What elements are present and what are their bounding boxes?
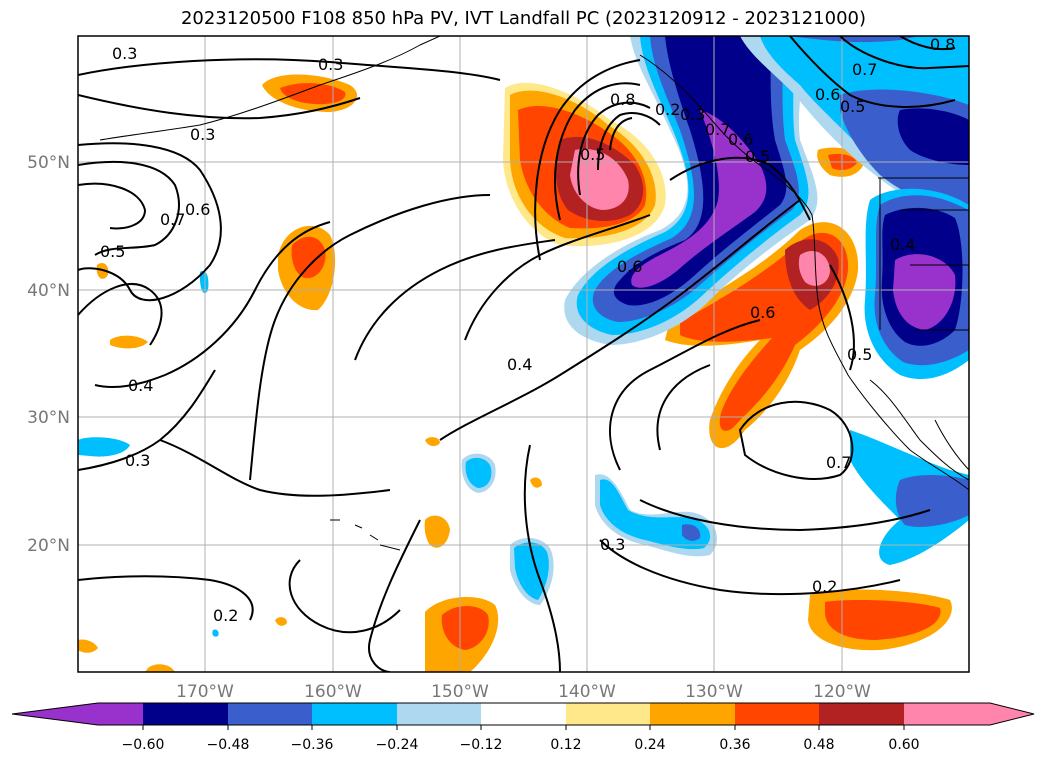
contour-label: 0.4 [890,235,915,254]
contour-label: 0.5 [840,97,865,116]
contour-label: 0.3 [112,44,137,63]
contour-label: 0.6 [815,85,840,104]
contour-label: 0.4 [128,376,153,395]
contour-label: 0.4 [507,355,532,374]
contour-label: 0.3 [600,535,625,554]
colorbar-segment [735,703,819,725]
contour-label: 0.2 [812,577,837,596]
contour-label: 0.6 [185,200,210,219]
colorbar-segment [566,703,650,725]
contour-label: 0.6 [728,130,753,149]
coastlines [99,36,969,551]
contour-label: 0.5 [847,345,872,364]
contour-label: 0.2 [213,606,238,625]
colorbar-segment [312,703,397,725]
colorbar-segment [481,703,566,725]
colorbar: −0.60 −0.48 −0.36 −0.24 −0.12 0.12 0.24 … [11,702,1035,753]
lat-label: 50°N [27,153,70,173]
colorbar-tick: 0.24 [634,737,665,753]
longitude-labels: 170°W 160°W 150°W 140°W 130°W 120°W [176,682,871,702]
contour-label: 0.7 [160,210,185,229]
colorbar-tick: 0.60 [888,737,919,753]
contour-label: 0.6 [617,257,642,276]
colorbar-tick: 0.36 [719,737,750,753]
colorbar-extend-high [904,703,1034,725]
latitude-labels: 50°N 40°N 30°N 20°N [27,153,70,556]
colorbar-extend-low [12,703,98,725]
lon-label: 160°W [304,682,362,702]
contour-label: 0.7 [852,60,877,79]
lon-label: 140°W [558,682,616,702]
colorbar-tick: −0.36 [291,737,334,753]
colorbar-segment [228,703,312,725]
contour-label: 0.8 [610,90,635,109]
colorbar-tick: −0.12 [460,737,503,753]
colorbar-tick: −0.48 [207,737,250,753]
lon-label: 120°W [813,682,871,702]
contour-label: 0.3 [318,55,343,74]
map-title: 2023120500 F108 850 hPa PV, IVT Landfall… [180,8,867,29]
lon-label: 130°W [685,682,743,702]
negative-shading [78,36,969,637]
contour-label: 0.5 [100,242,125,261]
map-frame [77,35,970,673]
contour-label: 0.7 [705,120,730,139]
lon-label: 150°W [431,682,489,702]
colorbar-segment [98,703,143,725]
contour-label: 0.3 [125,451,150,470]
colorbar-tick: −0.24 [376,737,419,753]
colorbar-segment [397,703,481,725]
lat-label: 20°N [27,536,70,556]
lat-label: 30°N [27,408,70,428]
contour-label: 0.6 [750,303,775,322]
contour-label: 0.3 [190,125,215,144]
contour-label: 0.7 [826,453,851,472]
contour-label: 0.5 [580,145,605,164]
pv-contours [78,36,969,672]
colorbar-tick: −0.60 [122,737,165,753]
colorbar-segment [143,703,228,725]
colorbar-tick: 0.48 [803,737,834,753]
contour-label: 0.5 [745,147,770,166]
gridlines [78,36,969,672]
contour-label: 0.2 [655,100,680,119]
colorbar-tick: 0.12 [550,737,581,753]
lon-label: 170°W [176,682,234,702]
contour-label: 0.3 [680,105,705,124]
colorbar-segment [650,703,735,725]
plot-area: 0.3 0.3 0.3 0.8 0.7 0.6 0.5 0.5 0.8 0.7 … [78,35,969,672]
lat-label: 40°N [27,281,70,301]
contour-labels: 0.3 0.3 0.3 0.8 0.7 0.6 0.5 0.5 0.8 0.7 … [100,35,955,625]
colorbar-segment [819,703,904,725]
contour-label: 0.8 [930,35,955,54]
